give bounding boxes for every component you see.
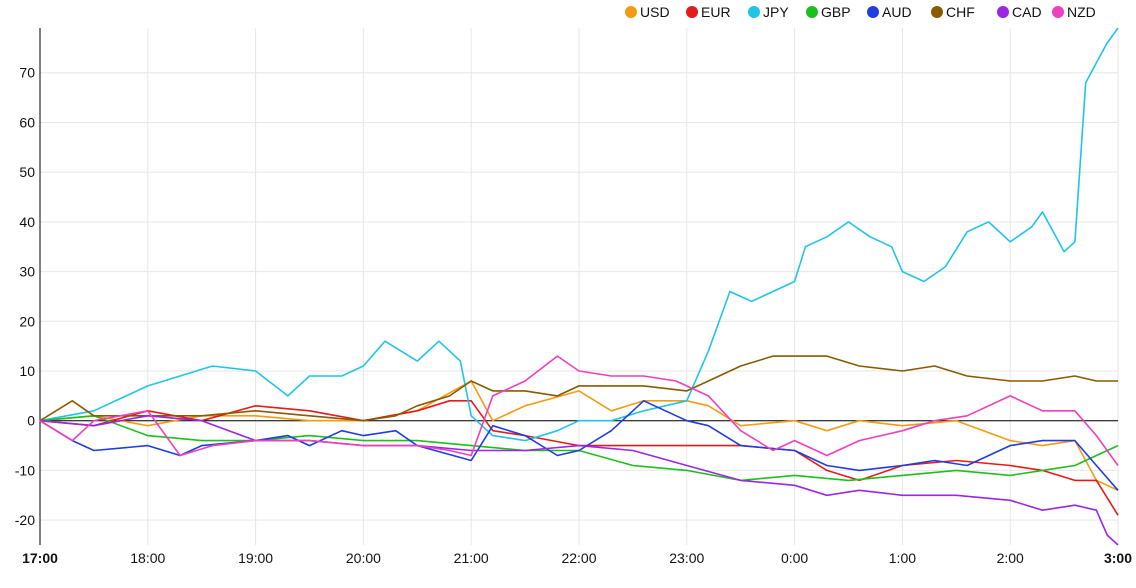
x-tick-label: 18:00: [130, 550, 165, 566]
legend-swatch: [806, 6, 818, 18]
x-tick-label: 20:00: [346, 550, 381, 566]
series-line-eur: [39, 399, 1119, 516]
legend-swatch: [748, 6, 760, 18]
y-tick-label: -10: [15, 462, 35, 478]
x-tick-label: 1:00: [889, 550, 916, 566]
x-tick-label: 23:00: [669, 550, 704, 566]
legend-item-gbp[interactable]: GBP: [806, 4, 851, 20]
legend-swatch: [931, 6, 943, 18]
legend-label: NZD: [1067, 4, 1096, 20]
x-tick-label: 21:00: [454, 550, 489, 566]
y-tick-label: 60: [19, 114, 35, 130]
series-line-jpy: [39, 27, 1119, 442]
x-tick-label: 22:00: [561, 550, 596, 566]
legend: USD EUR JPY GBP AUD CHF CAD NZD: [625, 4, 1096, 20]
series-lines: [39, 27, 1119, 546]
legend-item-eur[interactable]: EUR: [686, 4, 731, 20]
y-tick-label: 20: [19, 313, 35, 329]
gridlines: [39, 28, 1119, 545]
legend-label: EUR: [701, 4, 731, 20]
series-line-chf: [39, 355, 1118, 422]
x-tick-label: 2:00: [997, 550, 1024, 566]
legend-label: CHF: [946, 4, 975, 20]
legend-item-jpy[interactable]: JPY: [748, 4, 789, 20]
legend-label: GBP: [821, 4, 851, 20]
y-tick-label: 50: [19, 164, 35, 180]
legend-item-chf[interactable]: CHF: [931, 4, 975, 20]
y-tick-label: 70: [19, 65, 35, 81]
legend-item-cad[interactable]: CAD: [997, 4, 1042, 20]
legend-swatch: [997, 6, 1009, 18]
x-tick-label: 3:00: [1104, 550, 1132, 566]
legend-item-aud[interactable]: AUD: [867, 4, 912, 20]
legend-swatch: [1052, 6, 1064, 18]
legend-item-nzd[interactable]: NZD: [1052, 4, 1096, 20]
x-tick-label: 17:00: [22, 550, 58, 566]
y-tick-label: 0: [27, 413, 35, 429]
y-axis-ticks: -20 -10 0 10 20 30 40 50 60 70: [15, 65, 35, 528]
series-line-nzd: [39, 355, 1119, 466]
legend-swatch: [625, 6, 637, 18]
y-tick-label: 30: [19, 264, 35, 280]
legend-item-usd[interactable]: USD: [625, 4, 670, 20]
legend-label: CAD: [1012, 4, 1042, 20]
x-axis-ticks: 17:00 18:00 19:00 20:00 21:00 22:00 23:00 0:00 1…: [22, 550, 1132, 566]
x-tick-label: 19:00: [238, 550, 273, 566]
x-tick-label: 0:00: [781, 550, 808, 566]
y-tick-label: 10: [19, 363, 35, 379]
series-line-gbp: [39, 414, 1119, 482]
legend-label: AUD: [882, 4, 912, 20]
legend-swatch: [686, 6, 698, 18]
legend-label: USD: [640, 4, 670, 20]
legend-swatch: [867, 6, 879, 18]
legend-label: JPY: [763, 4, 789, 20]
y-tick-label: 40: [19, 214, 35, 230]
y-tick-label: -20: [15, 512, 35, 528]
